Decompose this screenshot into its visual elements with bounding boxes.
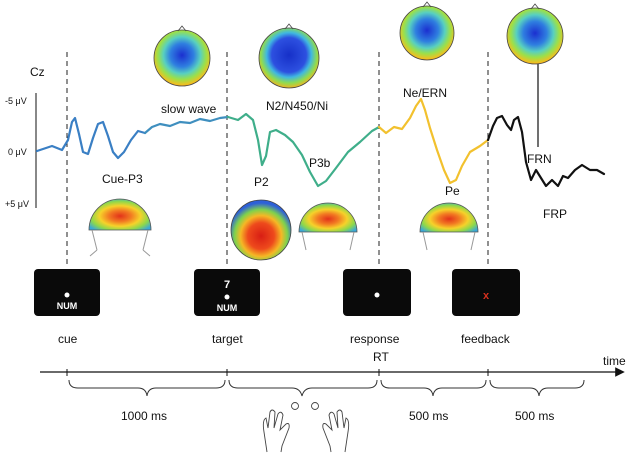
event-cue: cue <box>58 332 78 346</box>
screen-feedback: x <box>452 269 520 316</box>
waveform-feedback-segment <box>486 114 606 188</box>
interval-500ms-a: 500 ms <box>409 409 448 423</box>
cue-screen-text: NUM <box>57 301 78 311</box>
hands-icon <box>262 402 350 453</box>
time-ticks <box>66 369 489 376</box>
event-markers <box>66 52 489 268</box>
feedback-symbol: x <box>483 290 490 302</box>
label-frn: FRN <box>527 152 552 166</box>
label-n2: N2/N450/Ni <box>266 99 328 113</box>
waveform-slow-segment <box>143 115 230 135</box>
topomap-cue-p3 <box>88 198 152 257</box>
topomap-slow-wave <box>153 25 211 87</box>
target-screen-number: 7 <box>224 279 230 291</box>
label-pe: Pe <box>445 184 460 198</box>
interval-500ms-b: 500 ms <box>515 409 554 423</box>
y-tick-bottom: +5 μV <box>5 199 29 209</box>
topomap-ne-ern <box>399 1 455 61</box>
label-p3b: P3b <box>309 156 331 170</box>
y-tick-top: -5 μV <box>5 96 27 106</box>
event-rt: RT <box>373 350 389 364</box>
topomap-pe <box>419 202 479 251</box>
waveform-response-segment <box>377 97 490 185</box>
label-frp: FRP <box>543 207 567 221</box>
event-feedback: feedback <box>461 332 511 346</box>
waveform-cue-segment <box>35 116 147 160</box>
topomap-p2 <box>230 199 292 261</box>
interval-braces <box>68 379 585 397</box>
channel-label: Cz <box>30 65 45 79</box>
time-axis-label: time <box>603 354 626 368</box>
topomap-frn <box>506 3 564 65</box>
interval-1000ms: 1000 ms <box>121 409 167 423</box>
target-screen-text: NUM <box>217 303 238 313</box>
label-slow-wave: slow wave <box>161 102 217 116</box>
screen-cue: NUM <box>34 269 100 316</box>
screen-response <box>343 269 411 316</box>
erp-waveform <box>35 97 606 188</box>
label-cue-p3: Cue-P3 <box>102 172 143 186</box>
label-p2: P2 <box>254 175 269 189</box>
screen-target: 7 NUM <box>194 269 260 316</box>
waveform-target-segment <box>226 112 381 188</box>
y-tick-mid: 0 μV <box>8 147 27 157</box>
label-ne-ern: Ne/ERN <box>403 86 447 100</box>
event-response: response <box>350 332 400 346</box>
topomap-p3b <box>298 202 358 251</box>
topomap-n2 <box>258 23 320 89</box>
event-target: target <box>212 332 243 346</box>
